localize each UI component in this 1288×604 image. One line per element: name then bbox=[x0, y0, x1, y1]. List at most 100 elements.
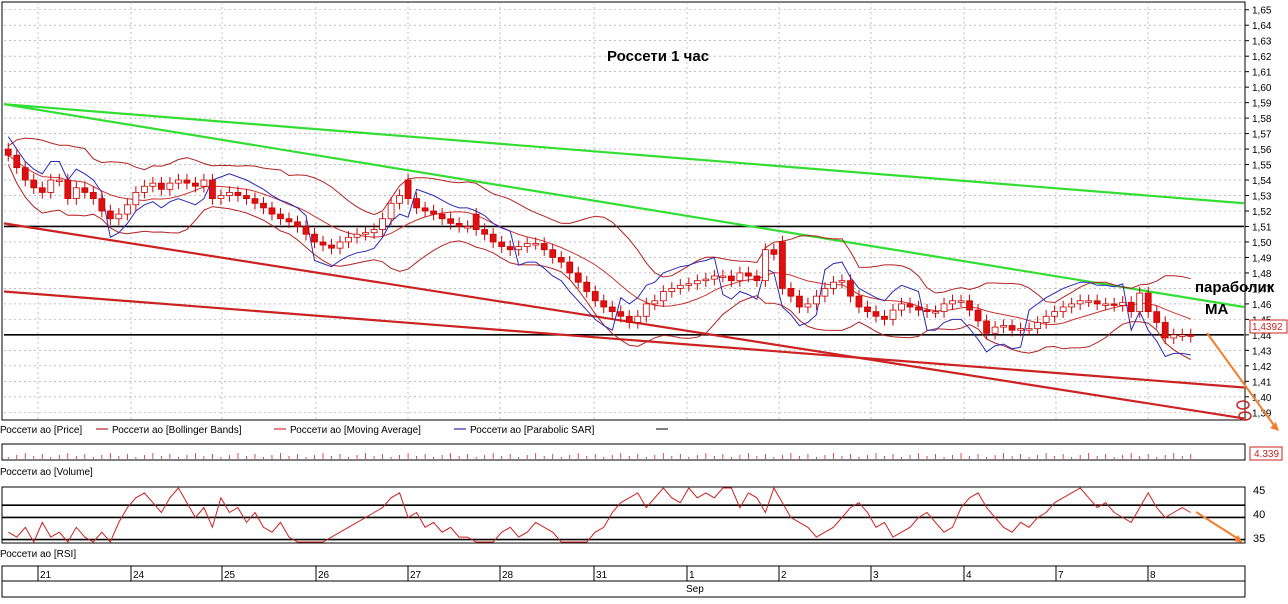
rsi-label: Россети ао [RSI] bbox=[0, 549, 76, 560]
candle-body bbox=[64, 179, 72, 200]
candle-body bbox=[123, 204, 131, 215]
candle-body bbox=[906, 303, 914, 308]
candle-body bbox=[55, 179, 63, 182]
candle-body bbox=[685, 283, 693, 286]
price-tick-label: 1,54 bbox=[1252, 176, 1272, 187]
x-tick-label: 1 bbox=[689, 570, 695, 581]
moving-average-line bbox=[8, 154, 1191, 326]
candle-body bbox=[762, 249, 769, 282]
volume-layer bbox=[7, 453, 1192, 459]
candle-body bbox=[81, 187, 89, 193]
candle-body bbox=[430, 210, 437, 215]
candle-body bbox=[421, 207, 429, 212]
candle-body bbox=[898, 303, 905, 311]
price-tick-label: 1,48 bbox=[1252, 269, 1272, 280]
candle-body bbox=[447, 218, 455, 224]
candle-body bbox=[140, 185, 148, 193]
candle-body bbox=[158, 182, 165, 190]
candle-body bbox=[72, 187, 80, 200]
x-tick-label: 28 bbox=[502, 570, 514, 581]
price-tick-label: 1,61 bbox=[1252, 68, 1272, 79]
price-tick-label: 1,49 bbox=[1252, 253, 1272, 264]
candle-body bbox=[132, 192, 140, 206]
candle-body bbox=[1042, 315, 1050, 323]
candle-body bbox=[1008, 325, 1016, 331]
candle-body bbox=[226, 192, 233, 196]
rsi-layer: 45 40 35 bbox=[2, 485, 1265, 545]
candle-body bbox=[625, 315, 633, 323]
price-tick-label: 1,52 bbox=[1252, 207, 1272, 218]
price-tick-label: 1,62 bbox=[1252, 52, 1272, 63]
candle-body bbox=[813, 295, 820, 305]
candle-body bbox=[345, 236, 352, 243]
x-tick-label: 7 bbox=[1058, 570, 1064, 581]
candle-body bbox=[1025, 328, 1033, 331]
candle-body bbox=[557, 257, 565, 263]
last-price-box bbox=[1249, 319, 1288, 334]
candle-body bbox=[566, 261, 574, 274]
trend-line bbox=[3, 222, 1245, 420]
price-tick-label: 1,64 bbox=[1252, 21, 1272, 32]
candle-body bbox=[200, 179, 208, 187]
candle-body bbox=[260, 202, 267, 209]
candle-body bbox=[217, 195, 225, 200]
candle-body bbox=[438, 213, 446, 220]
candle-body bbox=[940, 303, 948, 313]
x-tick-label: 21 bbox=[40, 570, 52, 581]
candle-layer bbox=[4, 142, 1195, 345]
candle-body bbox=[608, 306, 616, 313]
price-tick-label: 1,39 bbox=[1252, 408, 1272, 419]
candle-body bbox=[1059, 306, 1067, 313]
candle-body bbox=[370, 229, 378, 234]
candle-body bbox=[1051, 311, 1059, 317]
annotation-parabolic: параболик bbox=[1195, 279, 1275, 296]
candle-body bbox=[804, 303, 812, 308]
candle-body bbox=[932, 311, 939, 314]
price-tick-label: 1,51 bbox=[1252, 222, 1272, 233]
candle-body bbox=[38, 187, 46, 193]
candle-body bbox=[98, 198, 106, 212]
volume-panel[interactable] bbox=[1, 443, 1246, 461]
volume-value-label: 4.339 bbox=[1254, 449, 1279, 460]
candle-body bbox=[192, 182, 199, 187]
candle-body bbox=[1000, 325, 1007, 328]
candle-body bbox=[676, 284, 684, 289]
price-tick-label: 1,43 bbox=[1252, 346, 1272, 357]
candle-body bbox=[642, 303, 650, 317]
candle-body bbox=[1119, 301, 1127, 306]
candle-body bbox=[47, 179, 55, 193]
legend: Россети ао [Price] Россети ао [Bollinger … bbox=[0, 425, 668, 436]
x-tick-label: 2 bbox=[781, 570, 787, 581]
candle-body bbox=[1153, 311, 1161, 323]
price-tick-label: 1,53 bbox=[1252, 192, 1272, 203]
candle-body bbox=[574, 272, 582, 283]
candle-body bbox=[166, 182, 174, 190]
candle-body bbox=[779, 241, 786, 289]
candle-body bbox=[668, 288, 676, 292]
price-tick-label: 1,40 bbox=[1252, 393, 1272, 404]
candle-body bbox=[1178, 334, 1186, 337]
candle-body bbox=[481, 229, 489, 235]
candle-body bbox=[89, 192, 97, 200]
candle-body bbox=[251, 198, 259, 204]
candle-body bbox=[974, 309, 982, 322]
candle-body bbox=[1127, 301, 1135, 313]
candle-body bbox=[175, 179, 182, 184]
candle-body bbox=[864, 306, 871, 313]
candle-body bbox=[234, 192, 242, 196]
candle-body bbox=[532, 243, 540, 246]
candle-body bbox=[1136, 292, 1144, 313]
candle-body bbox=[455, 222, 463, 227]
parabolic-sar-line bbox=[7, 136, 1191, 358]
x-tick-label: 8 bbox=[1150, 570, 1156, 581]
candle-body bbox=[498, 241, 506, 248]
annotation-ma: МА bbox=[1205, 301, 1228, 318]
rsi-panel[interactable] bbox=[1, 486, 1246, 544]
candle-body bbox=[1034, 322, 1041, 330]
volume-value-box bbox=[1249, 446, 1283, 461]
candle-body bbox=[838, 280, 846, 283]
candle-body bbox=[506, 246, 514, 251]
candle-body bbox=[966, 300, 973, 311]
candle-body bbox=[693, 280, 701, 285]
